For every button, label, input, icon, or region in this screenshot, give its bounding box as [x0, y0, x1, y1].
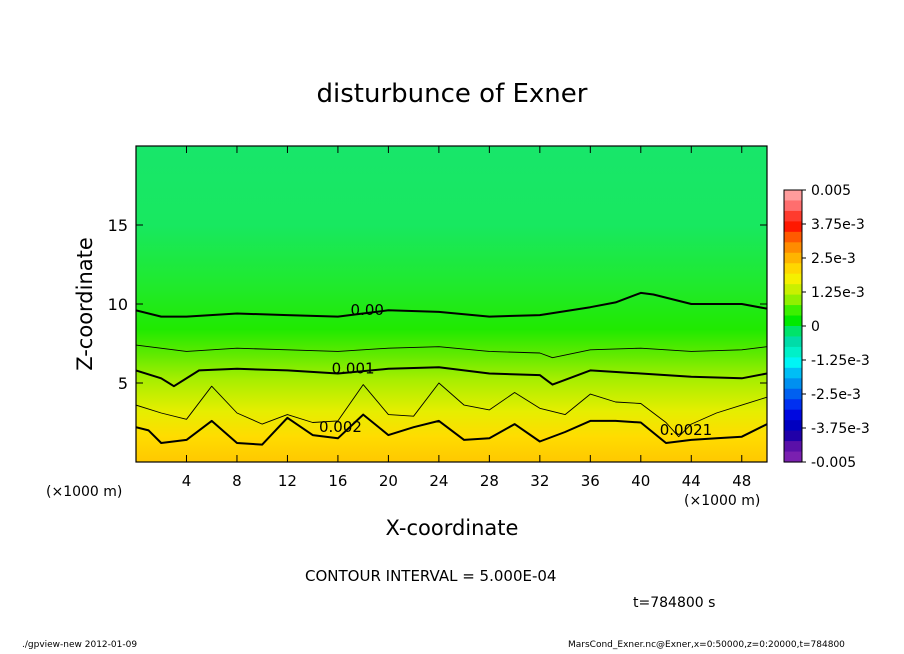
- contour-line-4: [136, 413, 767, 446]
- colorbar-label: -1.25e-3: [811, 353, 870, 369]
- contour-line-0: [136, 291, 767, 318]
- contour-line-1: [136, 344, 767, 359]
- y-tick-label: 5: [118, 374, 128, 393]
- colorbar-swatch: [784, 305, 802, 317]
- colorbar-label: 3.75e-3: [811, 217, 865, 233]
- colorbar-swatch: [784, 336, 802, 348]
- x-tick-label: 28: [480, 472, 499, 490]
- contour-line-3: [136, 382, 767, 438]
- x-tick-label: 4: [182, 472, 192, 490]
- colorbar-swatch: [784, 441, 802, 453]
- x-tick-label: 40: [631, 472, 650, 490]
- colorbar-swatch: [784, 346, 802, 358]
- colorbar-label: 1.25e-3: [811, 285, 865, 301]
- colorbar-label: -3.75e-3: [811, 421, 870, 437]
- colorbar-swatch: [784, 378, 802, 390]
- x-tick-label: 24: [429, 472, 448, 490]
- x-tick-label: 48: [732, 472, 751, 490]
- colorbar-label: 2.5e-3: [811, 251, 856, 267]
- colorbar-swatch: [784, 367, 802, 379]
- x-unit-right: (×1000 m): [684, 493, 760, 509]
- contour-label-2: 0.002: [319, 418, 362, 436]
- y-axis-label: Z-coordinate: [73, 237, 97, 371]
- colorbar-swatch: [784, 221, 802, 233]
- colorbar-label: 0: [811, 319, 820, 335]
- colorbar-swatch: [784, 294, 802, 306]
- colorbar-swatch: [784, 451, 802, 463]
- x-tick-label: 20: [379, 472, 398, 490]
- x-tick-label: 12: [278, 472, 297, 490]
- y-tick-label: 15: [108, 216, 128, 235]
- colorbar-swatch: [784, 252, 802, 264]
- colorbar-frame: [783, 189, 803, 463]
- x-tick-label: 32: [530, 472, 549, 490]
- colorbar-label: -2.5e-3: [811, 387, 861, 403]
- colorbar-swatch: [784, 326, 802, 338]
- colorbar-swatch: [784, 210, 802, 222]
- colorbar-swatch: [784, 409, 802, 421]
- colorbar-swatch: [784, 242, 802, 254]
- contour-interval: CONTOUR INTERVAL = 5.000E-04: [305, 567, 557, 585]
- contour-field: [136, 146, 767, 462]
- contour-line-2: [136, 366, 767, 388]
- footer-right: MarsCond_Exner.nc@Exner,x=0:50000,z=0:20…: [568, 640, 845, 650]
- contour-label-1: 0.001: [332, 360, 375, 378]
- colorbar-swatch: [784, 388, 802, 400]
- x-tick-label: 16: [328, 472, 347, 490]
- colorbar-swatch: [784, 399, 802, 411]
- colorbar-swatch: [784, 273, 802, 285]
- footer-left: ./gpview-new 2012-01-09: [22, 640, 138, 650]
- colorbar-label: 0.005: [811, 183, 851, 199]
- colorbar-swatch: [784, 231, 802, 243]
- colorbar-label: -0.005: [811, 455, 856, 471]
- colorbar-swatch: [784, 284, 802, 296]
- contour-label-0: 0.00: [351, 301, 384, 319]
- x-unit-left: (×1000 m): [46, 484, 122, 500]
- x-tick-label: 44: [682, 472, 701, 490]
- contour-label-3: 0.0021: [660, 421, 713, 439]
- colorbar-swatch: [784, 315, 802, 327]
- colorbar-swatch: [784, 200, 802, 212]
- colorbar-swatch: [784, 420, 802, 432]
- x-tick-label: 8: [232, 472, 242, 490]
- chart-title: disturbunce of Exner: [317, 79, 588, 109]
- x-axis-label: X-coordinate: [386, 516, 519, 540]
- x-tick-label: 36: [581, 472, 600, 490]
- y-tick-label: 10: [108, 295, 128, 314]
- time-label: t=784800 s: [633, 595, 716, 611]
- colorbar-swatch: [784, 430, 802, 442]
- colorbar-swatch: [784, 263, 802, 275]
- colorbar-swatch: [784, 190, 802, 202]
- colorbar-swatch: [784, 357, 802, 369]
